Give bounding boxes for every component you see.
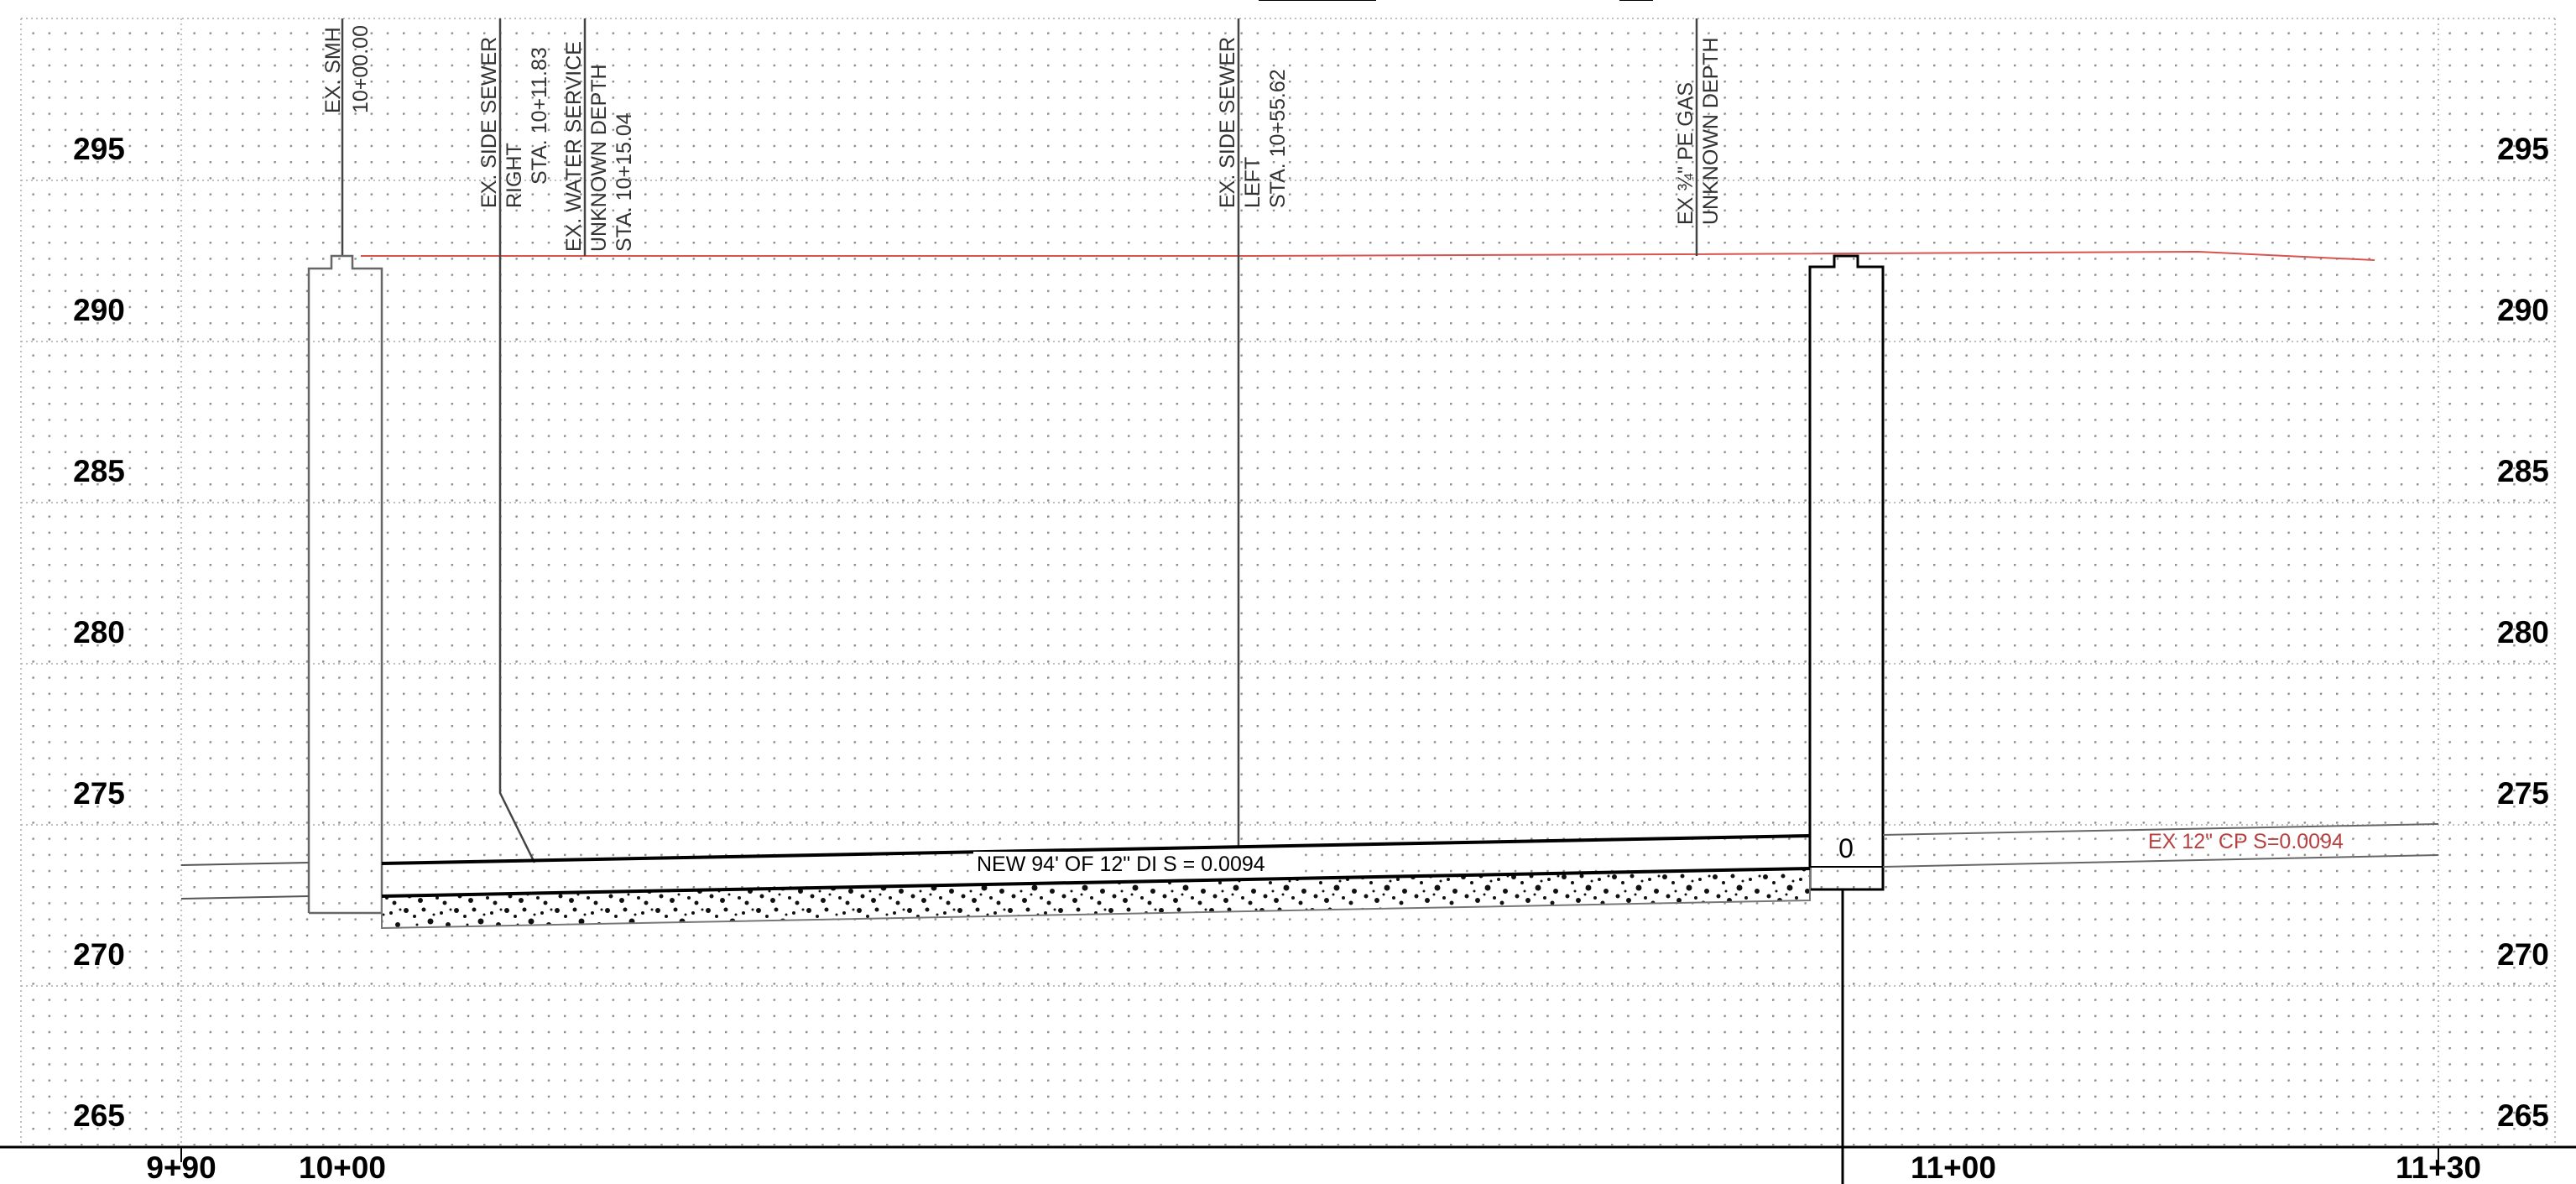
grid: [0, 0, 2576, 1149]
utility-label-line: 10+00.00: [349, 25, 373, 113]
utility-label-line: STA. 10+15.04: [613, 112, 636, 252]
elevation-labels-left: 295 290 285 280 275 270 265: [73, 132, 125, 1133]
utility-label-side-sewer-right: EX. SIDE SEWER RIGHT STA. 10+11.83: [477, 37, 551, 208]
existing-ground-line: [361, 250, 2375, 261]
existing-manhole: [307, 254, 383, 915]
new-pipe-label: NEW 94' OF 12" DI S = 0.0094: [977, 853, 1265, 876]
utility-label-ex-smh: EX. SMH 10+00.00: [321, 25, 373, 113]
station-label: 11+00: [1911, 1150, 1996, 1184]
existing-pipe-downstream: [1882, 823, 2439, 868]
elevation-label: 285: [2497, 454, 2549, 488]
existing-pipe-upstream: [180, 862, 310, 900]
utility-label-line: LEFT: [1241, 157, 1265, 208]
utility-label-line: EX. WATER SERVICE: [562, 41, 586, 252]
elevation-label: 275: [2497, 776, 2549, 811]
station-label: 9+90: [146, 1150, 216, 1184]
elevation-label: 295: [73, 132, 125, 166]
utility-label-side-sewer-left: EX. SIDE SEWER LEFT STA. 10+55.62: [1216, 37, 1290, 208]
utility-label-line: RIGHT: [503, 143, 526, 208]
utility-label-line: EX. SIDE SEWER: [1216, 37, 1239, 208]
elevation-label: 270: [2497, 937, 2549, 972]
elevation-label: 275: [73, 776, 125, 811]
utility-label-water-service: EX. WATER SERVICE UNKNOWN DEPTH STA. 10+…: [562, 41, 636, 252]
pipe-label-background: [973, 852, 1292, 877]
new-manhole: [1808, 254, 1885, 1184]
existing-pipe-label: EX 12" CP S=0.0094: [2148, 830, 2344, 853]
utility-label-line: UNKNOWN DEPTH: [587, 64, 611, 252]
utility-crossings: [341, 18, 1698, 863]
elevation-label: 290: [73, 293, 125, 327]
elevation-label: 265: [73, 1098, 125, 1133]
utility-label-line: EX ¾" PE GAS: [1674, 82, 1697, 225]
elevation-label: 295: [2497, 132, 2549, 166]
utility-label-line: EX. SIDE SEWER: [477, 37, 501, 208]
utility-label-line: EX. SMH: [321, 27, 345, 113]
elevation-label: 265: [2497, 1098, 2549, 1133]
new-pipe: [381, 834, 1811, 898]
station-label: 10+00: [299, 1150, 386, 1184]
utility-label-line: STA. 10+55.62: [1266, 69, 1290, 208]
elevation-label: 285: [73, 454, 125, 488]
manhole-number: 0: [1838, 833, 1854, 863]
station-labels: 9+90 10+00 11+00 11+30: [146, 1147, 2481, 1184]
elevation-labels-right: 295 290 285 280 275 270 265: [2497, 132, 2549, 1133]
elevation-label: 290: [2497, 293, 2549, 327]
elevation-label: 280: [73, 615, 125, 649]
utility-label-line: UNKNOWN DEPTH: [1699, 37, 1723, 225]
utility-label-line: STA. 10+11.83: [528, 47, 551, 185]
elevation-label: 270: [73, 937, 125, 972]
station-label: 11+30: [2396, 1150, 2481, 1184]
elevation-label: 280: [2497, 615, 2549, 649]
utility-label-gas: EX ¾" PE GAS UNKNOWN DEPTH: [1674, 37, 1723, 225]
